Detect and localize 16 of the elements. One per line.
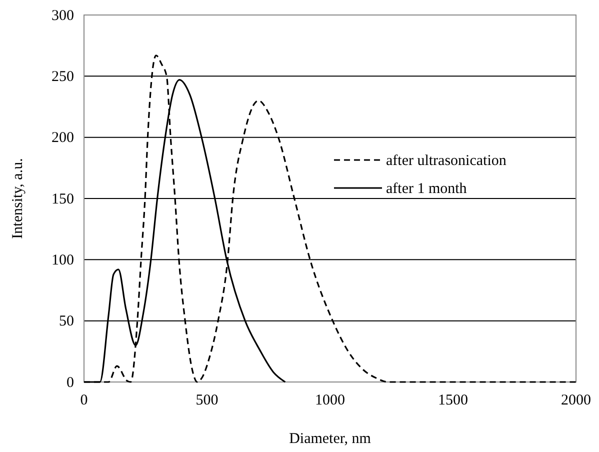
y-tick-label: 50 bbox=[59, 314, 74, 330]
x-tick-label: 500 bbox=[196, 392, 218, 409]
y-tick-label: 300 bbox=[52, 8, 74, 24]
y-tick-label: 250 bbox=[52, 68, 74, 85]
x-tick-label: 1000 bbox=[315, 392, 345, 409]
y-tick-label: 100 bbox=[52, 252, 74, 268]
legend-label: after 1 month bbox=[386, 181, 468, 197]
x-tick-label: 0 bbox=[80, 392, 88, 409]
x-tick-label: 2000 bbox=[561, 392, 591, 409]
y-tick-label: 0 bbox=[66, 374, 74, 391]
x-axis-title: Diameter, nm bbox=[289, 431, 372, 447]
x-tick-label: 1500 bbox=[438, 392, 468, 409]
y-tick-label: 150 bbox=[52, 191, 74, 208]
legend-label: after ultrasonication bbox=[386, 153, 507, 169]
y-tick-label: 200 bbox=[52, 130, 74, 146]
y-axis-title: Intensity, a.u. bbox=[10, 158, 26, 239]
